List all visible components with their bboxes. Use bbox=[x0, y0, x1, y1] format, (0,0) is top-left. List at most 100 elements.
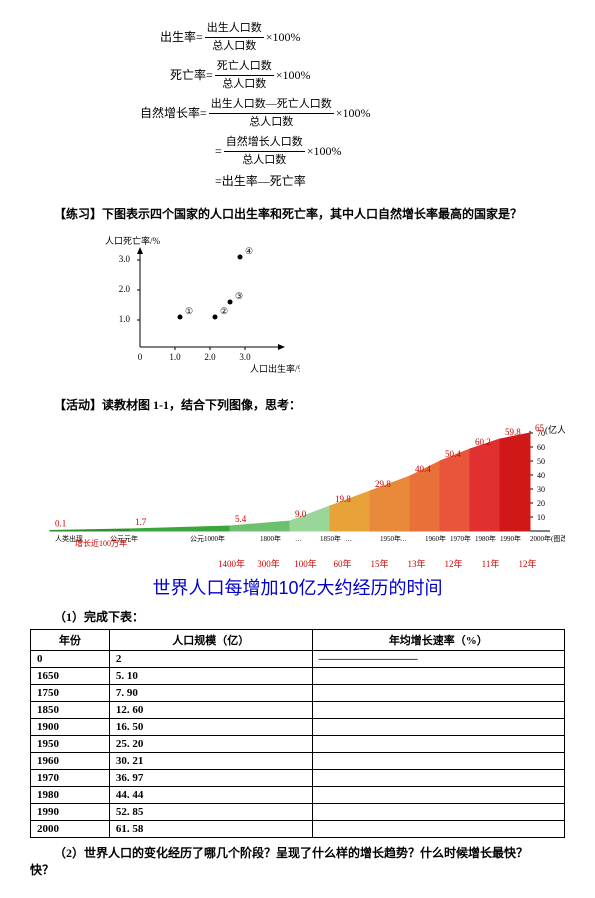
svg-text:1.7: 1.7 bbox=[135, 517, 147, 527]
duration-label: 11年 bbox=[473, 557, 508, 570]
svg-text:③: ③ bbox=[235, 291, 243, 301]
svg-text:2.0: 2.0 bbox=[204, 352, 216, 362]
table-cell: 1990 bbox=[31, 804, 110, 821]
table-cell: 1950 bbox=[31, 736, 110, 753]
svg-text:…: … bbox=[345, 535, 352, 543]
table-cell: 5. 10 bbox=[109, 668, 312, 685]
table-cell: 0 bbox=[31, 651, 110, 668]
svg-text:公元1000年: 公元1000年 bbox=[190, 534, 225, 543]
duration-bar: 1400年300年100年60年15年13年12年11年12年 bbox=[30, 557, 545, 570]
curve-segment bbox=[500, 433, 530, 531]
table-row: 199052. 85 bbox=[31, 804, 565, 821]
table-header: 年均增长速率（%） bbox=[312, 630, 564, 651]
duration-label: 1400年 bbox=[214, 557, 249, 570]
scatter-chart: 人口死亡率/% 0 1.0 2.0 3.0 1.0 2.0 3.0 ①②③④ 人… bbox=[100, 232, 565, 386]
table-cell: 61. 58 bbox=[109, 821, 312, 838]
practice-label: 【练习】 bbox=[54, 207, 102, 221]
table-row: 198044. 44 bbox=[31, 787, 565, 804]
svg-text:1.0: 1.0 bbox=[119, 314, 131, 324]
svg-text:29.8: 29.8 bbox=[375, 479, 391, 489]
svg-text:1950年: 1950年 bbox=[380, 534, 401, 543]
formula-natural1: 自然增长率= 出生人口数—死亡人口数 总人口数 ×100% bbox=[140, 96, 565, 130]
svg-text:9.0: 9.0 bbox=[295, 509, 307, 519]
duration-label: 100年 bbox=[288, 557, 323, 570]
svg-text:1980年: 1980年 bbox=[475, 534, 496, 543]
blue-title: 世界人口每增加10亿大约经历的时间 bbox=[30, 574, 565, 600]
svg-text:2.0: 2.0 bbox=[119, 284, 131, 294]
formula-label: 出生率= bbox=[160, 28, 203, 46]
svg-text:④: ④ bbox=[245, 246, 253, 256]
table-cell bbox=[312, 668, 564, 685]
svg-text:10: 10 bbox=[537, 513, 545, 522]
scatter-svg: 人口死亡率/% 0 1.0 2.0 3.0 1.0 2.0 3.0 ①②③④ 人… bbox=[100, 232, 300, 382]
duration-label: 13年 bbox=[399, 557, 434, 570]
svg-text:60.2: 60.2 bbox=[475, 437, 491, 447]
table-cell: 2 bbox=[109, 651, 312, 668]
table-row: 200061. 58 bbox=[31, 821, 565, 838]
table-cell bbox=[312, 719, 564, 736]
formula-natural2: = 自然增长人口数 总人口数 ×100% bbox=[215, 134, 565, 168]
svg-text:②: ② bbox=[220, 306, 228, 316]
population-curve: 10203040506070 0.11.75.49.019.829.840.45… bbox=[30, 421, 565, 555]
duration-label: 12年 bbox=[510, 557, 545, 570]
svg-text:…: … bbox=[400, 535, 407, 543]
svg-text:40: 40 bbox=[537, 471, 545, 480]
curve-segment bbox=[470, 439, 500, 531]
table-row: 16505. 10 bbox=[31, 668, 565, 685]
formula-natural3: =出生率—死亡率 bbox=[215, 172, 565, 190]
svg-text:1800年: 1800年 bbox=[260, 534, 281, 543]
svg-text:50: 50 bbox=[537, 457, 545, 466]
table-header: 年份 bbox=[31, 630, 110, 651]
formulas-block: 出生率= 出生人口数 总人口数 ×100% 死亡率= 死亡人口数 总人口数 ×1… bbox=[160, 20, 565, 190]
table-row: 185012. 60 bbox=[31, 702, 565, 719]
scatter-point bbox=[228, 300, 233, 305]
duration-label: 300年 bbox=[251, 557, 286, 570]
activity-line: 【活动】读教材图 1-1，结合下列图像，思考： bbox=[30, 396, 565, 413]
curve-segment bbox=[440, 449, 470, 531]
svg-text:1970年: 1970年 bbox=[450, 534, 471, 543]
table-cell: 1650 bbox=[31, 668, 110, 685]
table-cell bbox=[312, 736, 564, 753]
svg-text:50.4: 50.4 bbox=[445, 449, 461, 459]
table-row: 195025. 20 bbox=[31, 736, 565, 753]
formula-label: 死亡率= bbox=[170, 66, 213, 84]
svg-text:3.0: 3.0 bbox=[239, 352, 251, 362]
table-cell: 1750 bbox=[31, 685, 110, 702]
table-cell: 16. 50 bbox=[109, 719, 312, 736]
svg-text:30: 30 bbox=[537, 485, 545, 494]
curve-svg: 10203040506070 0.11.75.49.019.829.840.45… bbox=[30, 421, 565, 551]
svg-text:1960年: 1960年 bbox=[425, 534, 446, 543]
table-row: 196030. 21 bbox=[31, 753, 565, 770]
duration-label: 60年 bbox=[325, 557, 360, 570]
activity-text: 读教材图 1-1，结合下列图像，思考： bbox=[102, 398, 301, 412]
table-cell bbox=[312, 702, 564, 719]
svg-text:59.8: 59.8 bbox=[505, 427, 521, 437]
table-row: 197036. 97 bbox=[31, 770, 565, 787]
svg-text:1850年: 1850年 bbox=[320, 534, 341, 543]
svg-text:0.1: 0.1 bbox=[55, 519, 66, 529]
table-cell: ————————— bbox=[312, 651, 564, 668]
question-2: （2）世界人口的变化经历了哪几个阶段？呈现了什么样的增长趋势？什么时候增长最快？ bbox=[30, 844, 565, 861]
table-cell bbox=[312, 770, 564, 787]
duration-label: 12年 bbox=[436, 557, 471, 570]
practice-line: 【练习】下图表示四个国家的人口出生率和死亡率，其中人口自然增长率最高的国家是？ bbox=[30, 205, 565, 222]
practice-text: 下图表示四个国家的人口出生率和死亡率，其中人口自然增长率最高的国家是？ bbox=[102, 207, 522, 221]
curve-segment bbox=[50, 529, 130, 531]
formula-label: 自然增长率= bbox=[140, 104, 207, 122]
duration-label: 15年 bbox=[362, 557, 397, 570]
scatter-point bbox=[213, 315, 218, 320]
svg-text:0: 0 bbox=[138, 352, 143, 362]
svg-text:19.8: 19.8 bbox=[335, 494, 351, 504]
scatter-point bbox=[238, 255, 243, 260]
x-axis-label: 人口出生率/% bbox=[250, 363, 300, 374]
formula-death: 死亡率= 死亡人口数 总人口数 ×100% bbox=[170, 58, 565, 92]
fraction: 出生人口数 总人口数 bbox=[205, 20, 264, 54]
complete-text: （1）完成下表： bbox=[30, 608, 565, 625]
table-cell bbox=[312, 787, 564, 804]
fast-word: 快？ bbox=[30, 861, 565, 878]
data-table: 年份人口规模（亿）年均增长速率（%） 02—————————16505. 101… bbox=[30, 629, 565, 838]
table-cell: 2000 bbox=[31, 821, 110, 838]
formula-birth: 出生率= 出生人口数 总人口数 ×100% bbox=[160, 20, 565, 54]
table-row: 190016. 50 bbox=[31, 719, 565, 736]
svg-text:40.4: 40.4 bbox=[415, 464, 431, 474]
